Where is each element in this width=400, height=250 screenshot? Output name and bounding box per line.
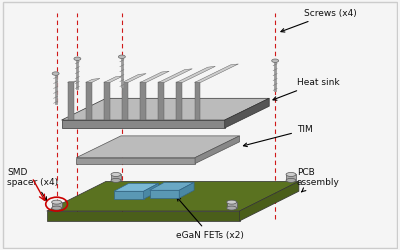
Polygon shape [179, 182, 194, 198]
FancyBboxPatch shape [52, 202, 62, 208]
Ellipse shape [286, 178, 296, 182]
Polygon shape [104, 76, 123, 82]
Text: SMD
spacer (x4): SMD spacer (x4) [7, 168, 58, 201]
FancyBboxPatch shape [227, 202, 236, 208]
Polygon shape [114, 191, 144, 199]
Polygon shape [140, 82, 146, 120]
Ellipse shape [52, 200, 62, 204]
Polygon shape [158, 69, 192, 82]
Polygon shape [140, 71, 169, 83]
Polygon shape [195, 136, 240, 164]
Ellipse shape [52, 206, 62, 210]
Polygon shape [240, 181, 299, 221]
Ellipse shape [74, 57, 81, 60]
Polygon shape [122, 74, 146, 82]
FancyBboxPatch shape [3, 2, 397, 248]
Polygon shape [176, 66, 215, 82]
Polygon shape [86, 78, 100, 82]
Polygon shape [225, 98, 269, 128]
Polygon shape [104, 82, 110, 120]
Polygon shape [86, 82, 92, 120]
Ellipse shape [272, 59, 279, 62]
Polygon shape [76, 158, 195, 164]
FancyBboxPatch shape [111, 174, 121, 180]
Ellipse shape [52, 72, 59, 75]
Polygon shape [150, 190, 179, 198]
Polygon shape [122, 82, 128, 120]
Text: eGaN FETs (x2): eGaN FETs (x2) [176, 197, 244, 240]
Polygon shape [150, 182, 194, 190]
Polygon shape [62, 98, 269, 120]
Text: Heat sink: Heat sink [273, 78, 340, 100]
FancyBboxPatch shape [286, 174, 296, 180]
Ellipse shape [111, 178, 121, 182]
Ellipse shape [111, 172, 121, 176]
Polygon shape [68, 81, 77, 82]
Text: PCB
assembly: PCB assembly [297, 168, 340, 192]
Polygon shape [68, 82, 74, 120]
Text: Screws (x4): Screws (x4) [281, 9, 356, 32]
Polygon shape [47, 181, 299, 211]
Ellipse shape [227, 206, 236, 210]
Ellipse shape [227, 200, 236, 204]
Polygon shape [114, 183, 158, 191]
Text: TIM: TIM [244, 126, 313, 146]
Ellipse shape [286, 172, 296, 176]
Ellipse shape [118, 55, 125, 58]
Polygon shape [62, 120, 225, 128]
Polygon shape [158, 82, 164, 120]
Polygon shape [194, 82, 200, 120]
Polygon shape [144, 183, 158, 199]
Polygon shape [76, 136, 240, 158]
Polygon shape [47, 211, 240, 221]
Polygon shape [176, 82, 182, 120]
Polygon shape [194, 64, 238, 82]
